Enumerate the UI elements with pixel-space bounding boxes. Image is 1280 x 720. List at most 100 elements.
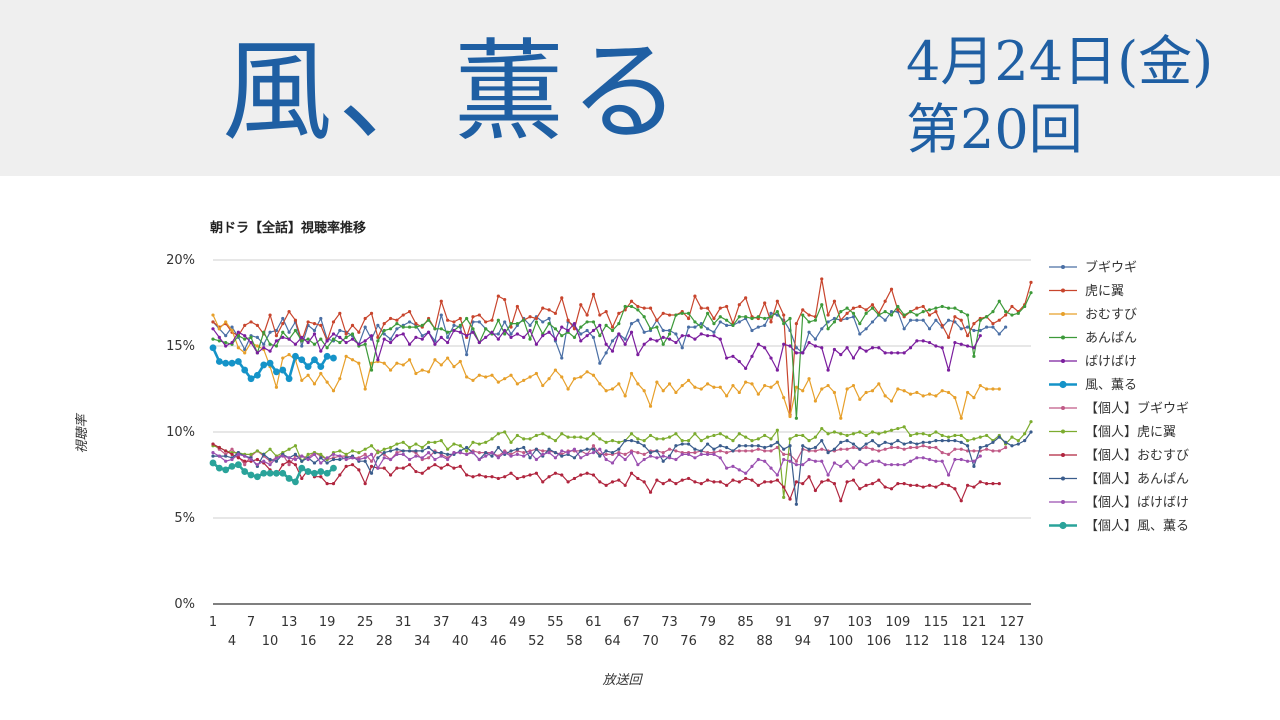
data-point: [376, 466, 380, 470]
data-point: [274, 385, 279, 389]
data-point: [832, 299, 837, 303]
data-point: [420, 323, 424, 327]
data-point: [775, 299, 779, 303]
data-point: [281, 335, 285, 339]
data-point: [896, 351, 900, 355]
data-point: [262, 346, 266, 350]
data-point: [401, 452, 405, 456]
data-point: [915, 483, 919, 487]
data-point: [883, 447, 887, 451]
data-point: [807, 439, 811, 443]
data-point: [699, 452, 703, 456]
data-point: [598, 334, 602, 338]
data-point: [680, 383, 684, 388]
data-point: [788, 344, 792, 348]
data-point: [782, 457, 786, 462]
data-point: [439, 439, 443, 443]
data-point: [547, 308, 551, 312]
data-point: [693, 320, 697, 324]
data-point: [395, 447, 399, 451]
data-point: [826, 368, 830, 372]
data-point: [744, 449, 748, 453]
data-point: [845, 447, 849, 451]
data-point: [706, 311, 710, 315]
data-point: [407, 445, 412, 450]
data-point: [908, 310, 913, 314]
data-point: [268, 349, 272, 353]
legend-marker: [1061, 312, 1065, 316]
data-point: [319, 316, 323, 321]
data-point: [763, 459, 767, 463]
data-point: [858, 332, 862, 336]
data-point: [788, 459, 792, 463]
data-point: [598, 437, 602, 441]
data-point: [794, 463, 798, 467]
data-point: [515, 476, 519, 481]
data-point: [826, 327, 830, 331]
data-point: [693, 432, 697, 436]
data-point: [908, 346, 913, 350]
data-point: [807, 457, 811, 462]
data-point: [338, 335, 342, 339]
drama-title: 風、薫る: [222, 28, 686, 156]
data-point: [750, 449, 754, 453]
data-point: [610, 328, 615, 333]
data-point: [426, 456, 431, 460]
data-point: [566, 328, 570, 333]
data-point: [915, 339, 919, 343]
x-tick-label: 103: [847, 615, 872, 630]
data-point: [1004, 313, 1008, 317]
data-point: [769, 311, 773, 315]
data-point: [870, 320, 875, 324]
x-tick-label: 118: [942, 634, 967, 649]
series-【個人】ブギウギ: [211, 442, 1008, 467]
legend-marker: [1061, 335, 1065, 340]
data-point: [763, 383, 767, 388]
data-point: [604, 342, 608, 346]
data-point: [591, 373, 596, 377]
data-point: [934, 394, 938, 398]
data-point: [908, 483, 913, 487]
data-point: [420, 334, 424, 338]
data-point: [439, 363, 443, 367]
data-point: [224, 334, 228, 338]
data-point: [344, 452, 348, 456]
data-point: [940, 482, 944, 486]
data-point: [541, 432, 545, 436]
data-point: [281, 463, 285, 467]
data-point: [484, 320, 488, 324]
data-point: [636, 440, 640, 444]
data-point: [319, 323, 323, 327]
data-point: [997, 449, 1001, 453]
data-point: [845, 311, 849, 315]
x-tick-label: 115: [923, 615, 948, 630]
data-point: [832, 461, 837, 465]
data-point: [826, 451, 830, 455]
series-line: [213, 431, 1032, 505]
data-point: [274, 344, 279, 348]
data-point: [350, 358, 355, 362]
data-point: [959, 318, 963, 322]
data-point: [490, 318, 494, 322]
data-point: [585, 320, 589, 324]
data-point: [617, 452, 621, 456]
data-point: [253, 473, 261, 481]
data-point: [534, 320, 538, 324]
data-point: [471, 475, 475, 479]
data-point: [782, 485, 786, 489]
data-point: [262, 330, 266, 334]
data-point: [338, 311, 342, 315]
data-point: [858, 322, 862, 326]
data-point: [617, 478, 621, 482]
data-point: [331, 320, 336, 324]
data-point: [528, 451, 532, 455]
data-point: [496, 432, 500, 436]
data-point: [350, 463, 355, 467]
data-point: [820, 447, 824, 451]
data-point: [452, 451, 456, 455]
data-point: [718, 480, 722, 484]
data-point: [934, 306, 938, 310]
data-point: [864, 463, 868, 467]
data-point: [382, 322, 386, 326]
data-point: [769, 315, 773, 319]
